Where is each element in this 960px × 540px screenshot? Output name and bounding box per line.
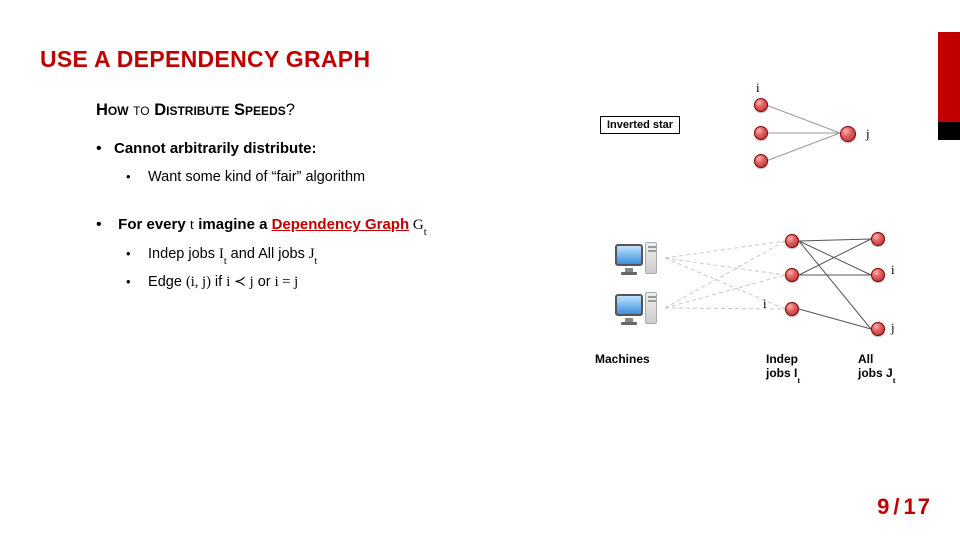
st-to: to [129, 101, 155, 119]
graph-node [871, 268, 885, 282]
inverted-star-label: Inverted star [600, 116, 680, 134]
fig2-i-right: i [891, 262, 895, 278]
b2a-pre: Indep jobs [148, 246, 219, 262]
b2b-pair: (i, j) [186, 274, 211, 290]
graph-node [754, 126, 768, 140]
all2: jobs J [858, 366, 893, 380]
fig1-j-label: j [866, 126, 870, 142]
page-number: 9/17 [877, 494, 932, 520]
slide-title: USE A DEPENDENCY GRAPH [40, 46, 920, 73]
b2-gt: G [409, 217, 424, 233]
b2a-sub: t [224, 256, 227, 267]
all-caption: All jobs Jt [858, 352, 895, 384]
graph-node [871, 322, 885, 336]
indep1: Indep [766, 352, 798, 366]
fig2-j-label: j [891, 320, 895, 336]
b1a-q: “fair” [272, 169, 302, 185]
graph-node [754, 98, 768, 112]
computer-icon [615, 238, 661, 284]
b1a-post: algorithm [301, 169, 365, 185]
indep-caption: Indep jobs It [766, 352, 800, 384]
accent-strip-black [938, 122, 960, 140]
b2-mid: imagine a [194, 216, 272, 233]
st-q: ? [286, 101, 295, 119]
accent-strip-red [938, 32, 960, 122]
graph-node [840, 126, 856, 142]
b1a-pre: Want some kind of [148, 169, 272, 185]
page-total: 17 [904, 494, 932, 519]
graph-node [785, 268, 799, 282]
fig1-edges [720, 100, 920, 190]
indep2: jobs I [766, 366, 797, 380]
b2b-mid: if [211, 274, 226, 290]
all1: All [858, 352, 873, 366]
graph-node [785, 302, 799, 316]
st-sp: Speeds [234, 101, 286, 119]
st-how: How [96, 101, 129, 119]
page-sep: / [891, 494, 903, 519]
indep-sub: t [797, 376, 800, 385]
graph-node [754, 154, 768, 168]
machines-caption: Machines [595, 352, 650, 366]
graph-node [785, 234, 799, 248]
b2b-eq: i = j [275, 274, 299, 290]
page-current: 9 [877, 494, 891, 519]
fig2-i-left: i [763, 296, 767, 312]
b2b-rel: i ≺ j [226, 274, 253, 290]
b2b-pre: Edge [148, 274, 186, 290]
b1-text: Cannot arbitrarily distribute: [114, 140, 317, 157]
computer-icon [615, 288, 661, 334]
b2b-or: or [254, 274, 275, 290]
graph-node [871, 232, 885, 246]
dependency-graph-link[interactable]: Dependency Graph [272, 216, 410, 233]
b2-pre: For every [118, 216, 190, 233]
b2-sub: t [424, 227, 427, 238]
st-dist: Distribute [154, 101, 229, 119]
fig1-i-label: i [756, 80, 760, 96]
b2a-sub2: t [315, 256, 318, 267]
b2a-mid: and All jobs [227, 246, 309, 262]
fig-inverted-star: i j [720, 100, 920, 190]
slide: USE A DEPENDENCY GRAPH How to Distribute… [0, 0, 960, 540]
all-sub: t [893, 376, 896, 385]
b2a-J: J [309, 246, 315, 262]
